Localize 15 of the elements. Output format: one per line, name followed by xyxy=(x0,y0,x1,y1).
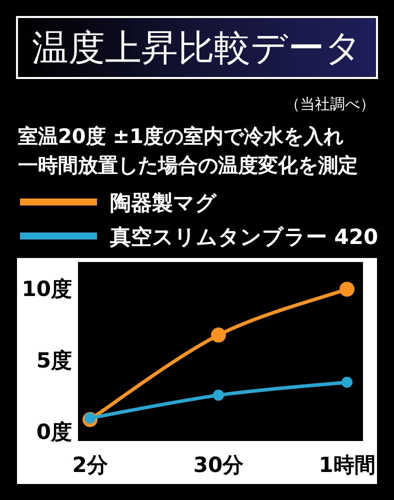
x-tick-label: 1時間 xyxy=(318,453,376,477)
point xyxy=(342,376,352,388)
chart-subtitle: 室温20度 ±1度の室内で冷水を入れ一時間放置した場合の温度変化を測定 xyxy=(18,124,358,177)
x-tick-label: 30分 xyxy=(193,453,245,477)
point xyxy=(211,328,226,343)
x-tick-label: 2分 xyxy=(72,453,109,477)
legend-label: 陶器製マグ xyxy=(110,191,217,215)
point xyxy=(340,282,354,297)
point xyxy=(213,390,224,401)
y-tick-label: 10度 xyxy=(22,276,72,301)
chart-title: 温度上昇比較データ xyxy=(32,28,362,69)
text: （当社調べ） xyxy=(285,95,375,113)
y-tick-label: 5度 xyxy=(36,348,72,372)
y-tick-label: 0度 xyxy=(36,420,72,444)
legend-label: 真空スリムタンブラー 420 xyxy=(109,225,378,249)
